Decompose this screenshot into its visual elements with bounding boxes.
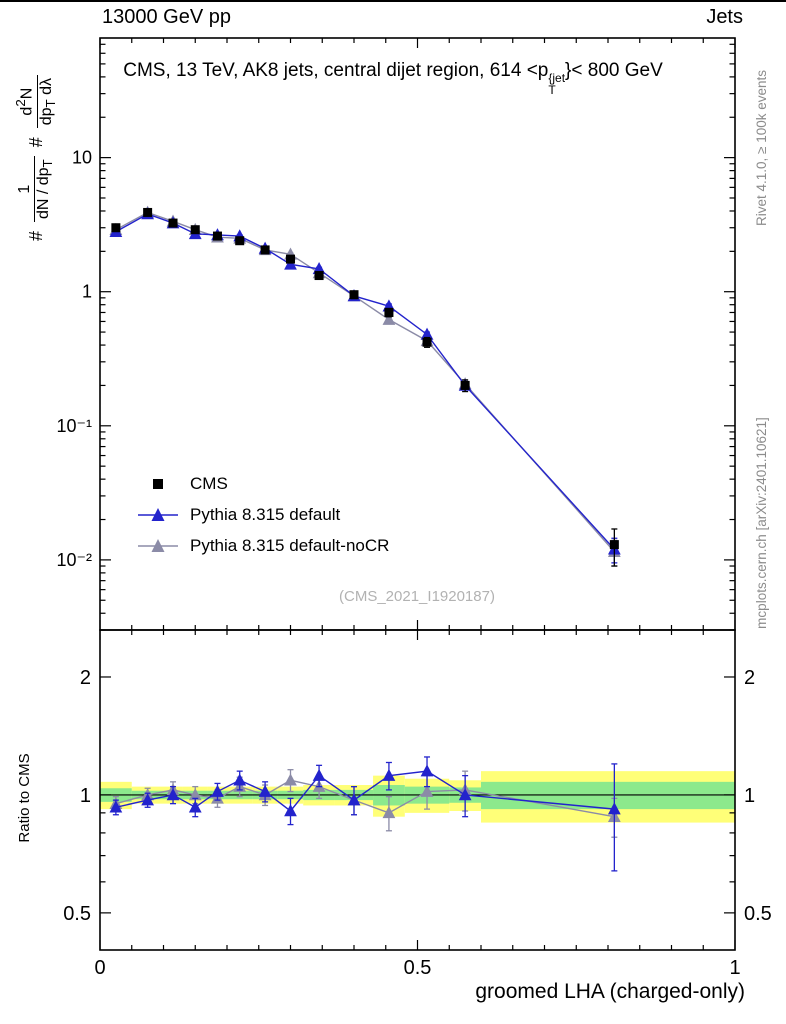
legend-item-pythia-default: Pythia 8.315 default bbox=[136, 499, 389, 530]
ylabel-frac2-den-sub: T bbox=[43, 99, 59, 108]
x-axis-title: groomed LHA (charged-only) bbox=[475, 980, 745, 1003]
legend-marker-1 bbox=[138, 507, 178, 521]
mcplots-arxiv-note: mcplots.cern.ch [arXiv:2401.10621] bbox=[754, 417, 769, 629]
plot-title-sub: T bbox=[548, 83, 556, 97]
legend-label-pythia-nocr: Pythia 8.315 default-noCR bbox=[190, 535, 390, 555]
legend-item-pythia-nocr: Pythia 8.315 default-noCR bbox=[136, 530, 389, 561]
svg-text:1: 1 bbox=[80, 785, 91, 807]
legend-label-cms: CMS bbox=[190, 473, 228, 493]
ylabel-frac1-den: dN / dpT bbox=[34, 156, 56, 223]
ylabel-hash-2: # bbox=[25, 137, 46, 148]
ylabel-frac2-den-a: dp bbox=[38, 107, 56, 126]
svg-text:0.5: 0.5 bbox=[404, 957, 432, 979]
svg-text:2: 2 bbox=[80, 667, 91, 689]
ylabel-frac1-den-sub: T bbox=[40, 159, 56, 168]
ylabel-fraction-1: 1 dN / dpT bbox=[16, 156, 56, 223]
beam-energy-label: 13000 GeV pp bbox=[102, 6, 231, 28]
ylabel-fraction-2: d2N dpT dλ bbox=[13, 74, 59, 129]
top-border-line bbox=[0, 0, 786, 2]
svg-text:2: 2 bbox=[744, 667, 755, 689]
svg-text:0.5: 0.5 bbox=[744, 903, 772, 925]
ylabel-hash-1: # bbox=[25, 231, 46, 242]
ylabel-frac2-num-a: d bbox=[18, 106, 36, 116]
plot-title: CMS, 13 TeV, AK8 jets, central dijet reg… bbox=[60, 60, 726, 96]
svg-text:1: 1 bbox=[82, 282, 92, 302]
main-y-axis-label: # 1 dN / dpT # d2N dpT dλ bbox=[0, 0, 74, 318]
svg-text:10: 10 bbox=[72, 148, 92, 168]
legend-marker-0 bbox=[153, 478, 163, 489]
rivet-version-note: Rivet 4.1.0, ≥ 100k events bbox=[754, 70, 769, 226]
ylabel-frac2-num-b: N bbox=[18, 87, 36, 100]
legend-item-cms: CMS bbox=[136, 468, 389, 499]
svg-text:0: 0 bbox=[94, 957, 105, 979]
analysis-group-label: Jets bbox=[706, 6, 743, 28]
legend: CMS Pythia 8.315 default Pythia 8.315 de… bbox=[136, 468, 389, 561]
ylabel-frac2-den-b: dλ bbox=[38, 77, 56, 100]
analysis-id-watermark: (CMS_2021_I1920187) bbox=[339, 588, 495, 605]
ylabel-frac2-num-sup: 2 bbox=[13, 99, 29, 107]
svg-text:1: 1 bbox=[729, 957, 740, 979]
ylabel-frac1-num: 1 bbox=[16, 184, 34, 194]
svg-text:10⁻²: 10⁻² bbox=[56, 550, 92, 570]
ylabel-frac2-num: d2N bbox=[13, 75, 37, 128]
ylabel-frac1-den-text: dN / dp bbox=[35, 167, 53, 220]
ylabel-frac2-den: dpT dλ bbox=[37, 74, 59, 129]
ratio-y-axis-label: Ratio to CMS bbox=[16, 753, 33, 843]
svg-text:0.5: 0.5 bbox=[63, 903, 91, 925]
plot-title-sup: {jet bbox=[548, 71, 566, 85]
legend-label-pythia-default: Pythia 8.315 default bbox=[190, 504, 341, 524]
svg-text:1: 1 bbox=[744, 785, 755, 807]
legend-marker-2 bbox=[138, 538, 178, 552]
plot-title-supsub: {jet T bbox=[548, 72, 565, 96]
svg-text:10⁻¹: 10⁻¹ bbox=[56, 416, 92, 436]
plot-title-post: }< 800 GeV bbox=[565, 60, 663, 81]
plot-title-pre: CMS, 13 TeV, AK8 jets, central dijet reg… bbox=[123, 60, 549, 81]
